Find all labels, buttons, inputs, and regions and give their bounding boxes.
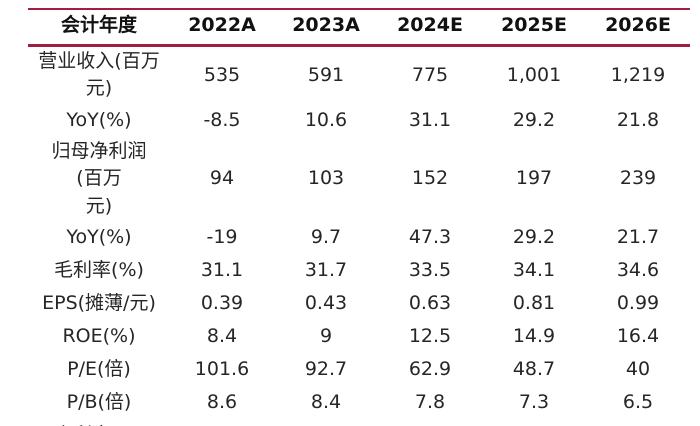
- data-cell: 21.8: [616, 108, 660, 131]
- data-cell: 239: [619, 167, 657, 190]
- table-row: YoY(%) -8.5 10.6 31.1 29.2 21.8: [28, 104, 690, 137]
- data-cell: 152: [411, 167, 449, 190]
- table-row: YoY(%) -19 9.7 47.3 29.2 21.7: [28, 221, 690, 254]
- data-cell: 535: [203, 63, 241, 86]
- data-cell: 0.81: [512, 292, 556, 315]
- row-label: YoY(%): [66, 108, 132, 131]
- data-cell: 10.6: [304, 108, 348, 131]
- data-cell: 17.5: [274, 419, 378, 426]
- data-cell: 62.9: [408, 358, 452, 381]
- data-cell: 8.6: [206, 391, 238, 414]
- data-cell: 16.4: [616, 325, 660, 348]
- data-cell: 40: [625, 358, 651, 381]
- data-cell: 31.1: [200, 259, 244, 282]
- row-label: EPS(摊薄/元): [42, 292, 156, 315]
- year-header-cell: 2022A: [170, 9, 274, 47]
- table-row: ROE(%) 8.4 9 12.5 14.9 16.4: [28, 320, 690, 353]
- financial-estimates-table: 会计年度 2022A 2023A 2024E 2025E 2026E 营业收入(百万 元) 5…: [28, 8, 690, 426]
- data-cell: 21.7: [616, 226, 660, 249]
- data-cell: 47.3: [408, 226, 452, 249]
- data-cell: 8.4: [310, 391, 342, 414]
- data-cell: 6.5: [622, 391, 654, 414]
- data-cell: 0.99: [616, 292, 660, 315]
- data-cell: 197: [515, 167, 553, 190]
- data-cell: 34.6: [616, 259, 660, 282]
- data-cell: 1,001: [506, 63, 562, 86]
- data-cell: -8.5: [203, 108, 241, 131]
- data-cell: 9.7: [310, 226, 342, 249]
- data-cell: 48.7: [512, 358, 556, 381]
- data-cell: 19.6: [378, 419, 482, 426]
- data-cell: 1,219: [610, 63, 666, 86]
- data-cell: 94: [209, 167, 235, 190]
- row-label: YoY(%): [66, 226, 132, 249]
- data-cell: 0.39: [200, 292, 244, 315]
- data-cell: 9: [319, 325, 333, 348]
- index-header-cell: 会计年度: [28, 9, 170, 47]
- data-cell: -19: [206, 226, 238, 249]
- data-cell: 29.2: [512, 108, 556, 131]
- row-label: 净利率(%): [28, 419, 170, 426]
- table-row: 毛利率(%) 31.1 31.7 33.5 34.1 34.6: [28, 254, 690, 287]
- data-cell: 33.5: [408, 259, 452, 282]
- row-label: ROE(%): [62, 325, 136, 348]
- data-cell: 591: [307, 63, 345, 86]
- data-cell: 92.7: [304, 358, 348, 381]
- data-cell: 17.6: [170, 419, 274, 426]
- year-header-cell: 2025E: [482, 9, 586, 47]
- table-header-row: 会计年度 2022A 2023A 2024E 2025E 2026E: [28, 9, 690, 47]
- data-cell: 19.6: [482, 419, 586, 426]
- table-row: P/B(倍) 8.6 8.4 7.8 7.3 6.5: [28, 386, 690, 419]
- data-cell: 34.1: [512, 259, 556, 282]
- data-cell: 103: [307, 167, 345, 190]
- data-cell: 7.3: [518, 391, 550, 414]
- row-label: P/E(倍): [67, 358, 131, 381]
- year-header-cell: 2026E: [586, 9, 690, 47]
- table-row: 营业收入(百万 元) 535 591 775 1,001 1,219: [28, 45, 690, 104]
- table-row: 净利率(%)17.617.519.619.619.6: [28, 419, 690, 426]
- data-cell: 0.43: [304, 292, 348, 315]
- row-label: 归母净利润(百万 元): [51, 139, 147, 217]
- data-cell: 775: [411, 63, 449, 86]
- row-label: 营业收入(百万 元): [38, 49, 160, 100]
- row-label: P/B(倍): [66, 391, 132, 414]
- data-cell: 31.1: [408, 108, 452, 131]
- data-cell: 12.5: [408, 325, 452, 348]
- table-row: EPS(摊薄/元) 0.39 0.43 0.63 0.81 0.99: [28, 287, 690, 320]
- table-row: 归母净利润(百万 元) 94 103 152 197 239: [28, 137, 690, 222]
- data-cell: 7.8: [414, 391, 446, 414]
- row-label: 毛利率(%): [54, 259, 144, 282]
- data-cell: 19.6: [586, 419, 690, 426]
- data-cell: 29.2: [512, 226, 556, 249]
- data-cell: 0.63: [408, 292, 452, 315]
- data-cell: 14.9: [512, 325, 556, 348]
- data-cell: 31.7: [304, 259, 348, 282]
- data-cell: 101.6: [194, 358, 250, 381]
- year-header-cell: 2024E: [378, 9, 482, 47]
- data-cell: 8.4: [206, 325, 238, 348]
- year-header-cell: 2023A: [274, 9, 378, 47]
- table-row: P/E(倍) 101.6 92.7 62.9 48.7 40: [28, 353, 690, 386]
- table-body: 营业收入(百万 元) 535 591 775 1,001 1,219 YoY(%) -8.5 10…: [28, 45, 690, 426]
